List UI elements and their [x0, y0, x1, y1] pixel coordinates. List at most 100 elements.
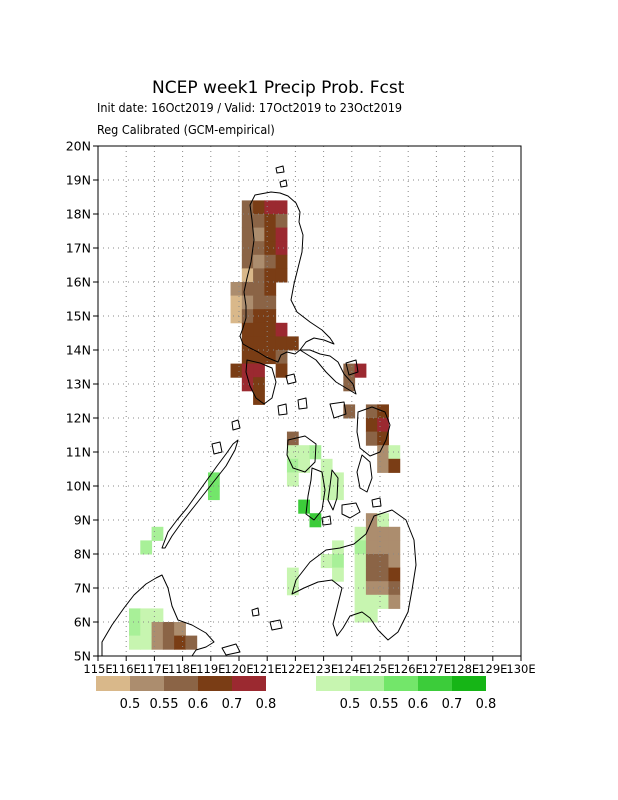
- lat-label: 18N: [66, 207, 91, 222]
- lat-label: 19N: [66, 173, 91, 188]
- lon-label: 126E: [394, 662, 423, 676]
- probability-cell: [298, 499, 310, 514]
- probability-cell: [230, 282, 243, 297]
- probability-cell: [174, 622, 186, 637]
- lon-label: 122E: [281, 662, 310, 676]
- lon-label: 128E: [450, 662, 479, 676]
- coastline-islet-basilan: [269, 619, 283, 631]
- lon-label: 127E: [422, 662, 451, 676]
- probability-cell: [129, 635, 141, 650]
- legend-wet-probability: 0.5 0.55 0.6 0.7 0.8: [316, 676, 496, 712]
- probability-cell: [365, 567, 378, 582]
- lon-label: 119E: [196, 662, 225, 676]
- coastline-islet-masbate: [329, 401, 347, 419]
- probability-cell: [298, 445, 310, 460]
- coastline-bohol: [341, 502, 361, 519]
- probability-cell: [377, 458, 389, 473]
- lon-label: 123E: [309, 662, 338, 676]
- probability-cell: [264, 322, 277, 337]
- probability-cell: [377, 526, 389, 541]
- lon-label: 117E: [140, 662, 169, 676]
- probability-cell: [320, 472, 333, 487]
- coastline-islet-babuyan: [279, 179, 288, 188]
- probability-cell: [275, 200, 288, 215]
- probability-cell: [275, 336, 288, 351]
- probability-cell: [354, 554, 367, 569]
- coastline-mindanao: [291, 509, 417, 641]
- lon-label: 129E: [478, 662, 507, 676]
- lat-label: 6N: [74, 615, 91, 630]
- probability-cell: [377, 594, 389, 609]
- probability-cell: [264, 336, 277, 351]
- lat-label: 7N: [74, 581, 91, 596]
- probability-cell: [365, 431, 378, 446]
- coastline-negros: [305, 467, 326, 521]
- probability-cell: [241, 200, 254, 215]
- probability-cell: [365, 554, 378, 569]
- probability-cell: [151, 526, 164, 541]
- probability-cell: [275, 322, 288, 337]
- probability-cell: [140, 608, 153, 623]
- probability-cell: [320, 554, 333, 569]
- lat-label: 16N: [66, 275, 91, 290]
- lat-label: 12N: [66, 411, 91, 426]
- probability-cell: [388, 445, 401, 460]
- coastline-borneo: [101, 574, 215, 657]
- probability-cell: [354, 363, 367, 378]
- lat-label: 5N: [74, 649, 91, 664]
- probability-cell: [140, 635, 153, 650]
- lat-label: 14N: [66, 343, 91, 358]
- coastline-islet-romblon: [297, 397, 308, 410]
- probability-cell: [275, 254, 288, 269]
- probability-cell: [377, 554, 389, 569]
- probability-cell: [354, 540, 367, 555]
- probability-cell: [365, 526, 378, 541]
- probability-cell: [253, 350, 265, 365]
- probability-cell: [253, 363, 265, 378]
- legend-dry-label: 0.8: [256, 697, 277, 712]
- probability-cell: [264, 268, 277, 283]
- probability-cell: [264, 295, 277, 310]
- lat-label: 8N: [74, 547, 91, 562]
- probability-cell: [286, 472, 299, 487]
- lat-label: 13N: [66, 377, 91, 392]
- probability-cell: [388, 567, 401, 582]
- probability-cell: [241, 350, 254, 365]
- map-frame: [97, 145, 522, 657]
- probability-cell: [241, 214, 254, 229]
- probability-cell: [264, 214, 277, 229]
- legend-dry-swatch: [232, 676, 266, 691]
- coastline-mindoro: [245, 359, 277, 405]
- map-gridlines: [98, 146, 521, 656]
- coastline-samar: [356, 406, 391, 457]
- init-valid-dates: Init date: 16Oct2019 / Valid: 17Oct2019 …: [97, 100, 403, 115]
- probability-cell: [241, 282, 254, 297]
- probability-cell: [264, 241, 277, 256]
- coastline-islet-cuyo: [231, 419, 241, 431]
- lat-label: 9N: [74, 513, 91, 528]
- lon-label: 116E: [112, 662, 141, 676]
- probability-cell: [253, 336, 265, 351]
- lat-label: 11N: [66, 445, 91, 460]
- probability-cell: [264, 254, 277, 269]
- probability-cells: [129, 200, 401, 650]
- coastline-islet-busuanga: [211, 441, 223, 455]
- probability-cell: [332, 486, 344, 501]
- coastline-palawan: [161, 439, 239, 549]
- probability-cell: [320, 458, 333, 473]
- probability-cell: [354, 567, 367, 582]
- probability-cell: [241, 295, 254, 310]
- legend-wet-swatch: [452, 676, 486, 691]
- probability-cell: [286, 458, 299, 473]
- coastline-cebu: [327, 469, 339, 511]
- legend-dry-swatch: [130, 676, 164, 691]
- lon-label: 125E: [365, 662, 394, 676]
- probability-cell: [253, 322, 265, 337]
- probability-cell: [343, 363, 356, 378]
- legend-wet-label: 0.7: [442, 697, 463, 712]
- probability-cell: [241, 336, 254, 351]
- probability-cell: [241, 309, 254, 324]
- legend-dry-label: 0.6: [188, 697, 209, 712]
- probability-cell: [129, 608, 141, 623]
- probability-cell: [275, 268, 288, 283]
